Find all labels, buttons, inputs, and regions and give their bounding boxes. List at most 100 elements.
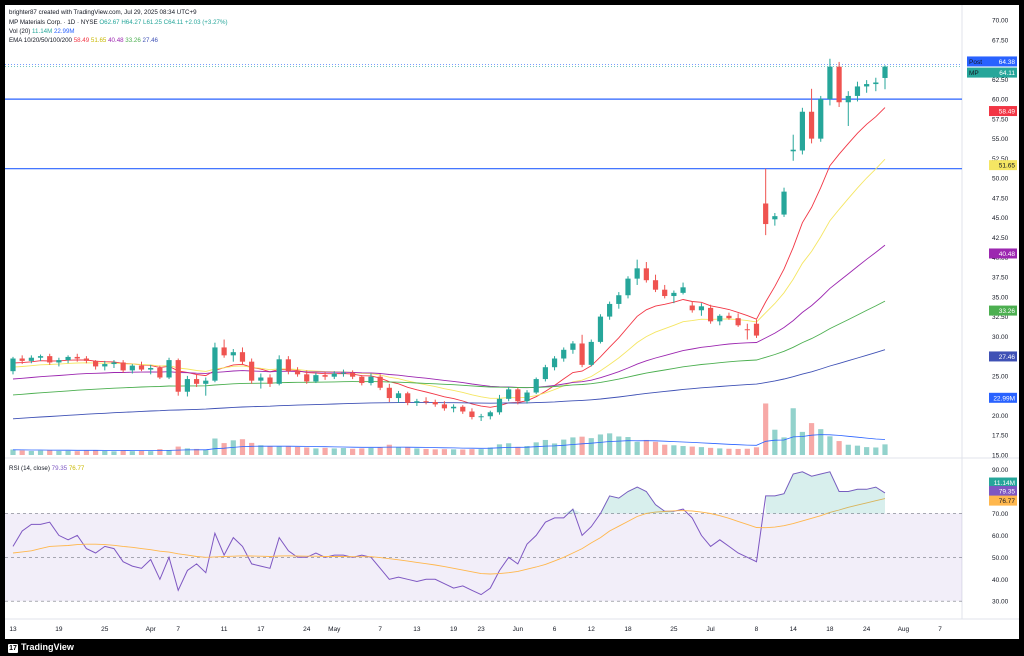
candle-body: [267, 377, 273, 384]
price-axis-label: 55.00: [992, 136, 1009, 143]
volume-bar: [570, 437, 576, 455]
price-tag-value: 40.48: [999, 251, 1016, 258]
candle-body: [570, 343, 576, 350]
volume-bar: [157, 449, 163, 455]
ema-value: 40.48: [108, 37, 125, 44]
volume-bar: [643, 439, 649, 455]
volume-bar: [726, 448, 732, 455]
volume-bar: [607, 433, 613, 455]
volume-bar: [551, 443, 558, 455]
candle-body: [643, 268, 649, 281]
candle-body: [542, 367, 548, 380]
volume-bar: [93, 450, 99, 455]
volume-bar: [432, 449, 438, 455]
rsi-tag: [989, 485, 1017, 496]
volume-bar: [377, 447, 383, 455]
candle-body: [239, 352, 246, 362]
price-tag-value: 11.14M: [994, 480, 1015, 487]
price-tag: [989, 160, 1017, 171]
candle-body: [478, 416, 484, 418]
rsi-tag-value: 79.35: [999, 488, 1016, 495]
time-axis-label: Apr: [146, 626, 157, 633]
price-axis-label: 62.50: [992, 77, 1009, 84]
candle-body: [157, 368, 163, 378]
volume-bar: [359, 448, 365, 455]
volume-bar: [744, 448, 750, 455]
rsi-band: [5, 513, 962, 602]
candle-body: [37, 356, 44, 358]
volume-bar: [350, 448, 356, 455]
candle-body: [386, 387, 392, 399]
price-tag: [989, 248, 1017, 259]
price-axis-label: 35.00: [992, 294, 1009, 301]
candle-body: [184, 379, 190, 392]
volume-bar: [818, 429, 824, 455]
rsi-tag-value: 76.77: [999, 498, 1016, 505]
candle-body: [432, 402, 438, 405]
rsi-axis-label: 40.00: [992, 577, 1009, 584]
rsi-tag: [989, 495, 1017, 506]
volume-bar: [294, 446, 301, 455]
volume-bar: [698, 447, 705, 455]
price-axis-label: 25.00: [992, 373, 1009, 380]
volume-bar: [671, 445, 677, 455]
price-axis-label: 45.00: [992, 215, 1009, 222]
time-axis-label: 14: [790, 626, 798, 633]
symbol-line: MP Materials Corp. · 1D · NYSE O62.67 H6…: [9, 19, 228, 26]
volume-bar: [763, 403, 769, 455]
candle-body: [322, 375, 328, 377]
candle-body: [652, 280, 659, 290]
volume-bar: [184, 448, 190, 455]
price-axis-label: 30.00: [992, 334, 1009, 341]
rsi-axis-label: 70.00: [992, 511, 1009, 518]
candle-body: [689, 305, 695, 311]
candle-body: [138, 365, 145, 370]
volume-bar: [239, 439, 246, 455]
candle-body: [726, 315, 732, 319]
time-axis-label: 13: [413, 626, 421, 633]
rsi-axis-label: 60.00: [992, 533, 1009, 540]
volume-bar: [129, 451, 135, 455]
volume-bar: [808, 423, 815, 455]
rsi-line: [12, 471, 886, 596]
candle-body: [588, 341, 594, 365]
candle-body: [551, 358, 558, 368]
candle-body: [662, 289, 668, 297]
candle-body: [450, 406, 457, 409]
candle-body: [561, 349, 567, 359]
candle-body: [790, 149, 796, 152]
time-axis-label: 25: [670, 626, 678, 633]
candle-body: [249, 361, 255, 381]
price-chart[interactable]: 70.0067.5065.0062.5060.0057.5055.0052.50…: [5, 5, 1019, 639]
volume-bar: [588, 438, 594, 455]
ema-legend: EMA 10/20/50/100/200 58.49 51.65 40.48 3…: [9, 37, 159, 44]
volume-bar: [212, 438, 218, 455]
price-axis-label: 70.00: [992, 18, 1009, 25]
candle-body: [47, 356, 53, 363]
candle-body: [414, 401, 420, 403]
candle-body: [377, 376, 383, 388]
price-tag: [989, 392, 1017, 403]
candle-body: [175, 360, 181, 392]
volume-bar: [111, 451, 117, 455]
rsi-overbought-fill: [563, 487, 674, 514]
rsi-legend: RSI (14, close) 79.35 76.77: [9, 465, 85, 472]
ema-value: 51.65: [91, 37, 108, 44]
candle-body: [10, 358, 16, 372]
time-axis-label: 18: [624, 626, 632, 633]
time-axis-label: 8: [755, 626, 759, 633]
price-tag: [989, 477, 1017, 488]
volume-bar: [423, 448, 429, 455]
volume-bar: [561, 439, 567, 455]
candle-body: [735, 318, 741, 326]
candle-body: [340, 372, 347, 374]
price-tag: [989, 351, 1017, 362]
tradingview-logo[interactable]: 17 TradingView: [8, 642, 74, 653]
volume-bar: [487, 447, 493, 455]
volume-bar: [441, 449, 448, 455]
ema-value: 33.26: [125, 37, 142, 44]
volume-bar: [708, 447, 714, 455]
candle-body: [781, 191, 787, 215]
ema-10-line: [12, 107, 886, 408]
ema-20-line: [12, 158, 886, 399]
